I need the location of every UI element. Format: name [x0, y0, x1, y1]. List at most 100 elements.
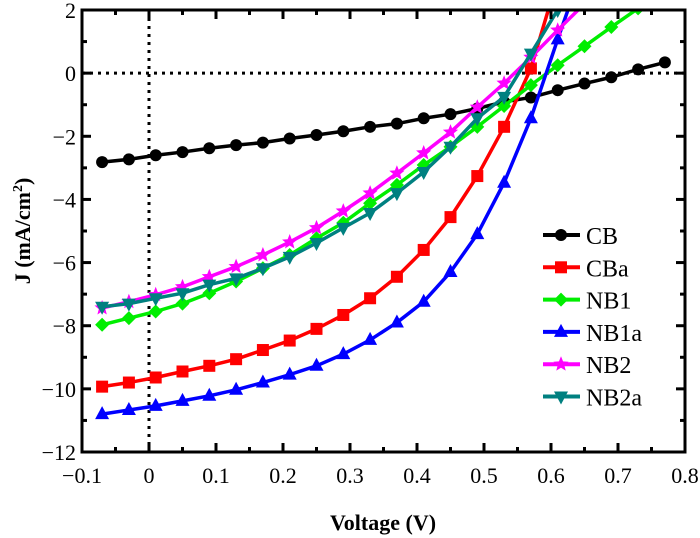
data-point-nb2	[174, 278, 191, 294]
legend-item-nb2: NB2	[543, 353, 631, 379]
legend-label: CB	[586, 224, 618, 250]
data-point-cb	[283, 132, 296, 145]
legend-label: NB2	[586, 353, 631, 379]
legend-item-nb2a: NB2a	[543, 386, 642, 412]
legend: CB CBa NB1 NB1a NB2 NB2a	[543, 224, 642, 412]
data-point-nb1a	[336, 346, 351, 360]
data-point-nb1a	[282, 366, 297, 380]
y-tick-label: −8	[53, 314, 76, 339]
y-tick-label: 2	[65, 0, 76, 23]
series-nb1a	[95, 10, 570, 420]
data-point-nb2a	[443, 141, 458, 155]
data-point-nb2a	[389, 188, 404, 202]
data-point-nb2a	[229, 273, 244, 287]
legend-marker	[553, 356, 569, 371]
x-tick-label: 0.7	[604, 463, 632, 488]
data-point-nb1	[121, 311, 136, 326]
y-tick-label: −10	[42, 377, 76, 402]
data-point-cba	[390, 270, 403, 283]
x-tick-label: 0.6	[537, 463, 565, 488]
data-point-cba	[176, 365, 189, 378]
data-point-cba	[203, 359, 216, 372]
data-point-nb2	[550, 22, 566, 37]
data-point-nb1a	[550, 31, 565, 45]
data-point-nb2a	[148, 293, 163, 307]
series-line-cba	[101, 10, 551, 389]
data-point-cb	[605, 71, 618, 84]
data-point-cb	[149, 149, 162, 162]
legend-marker	[555, 261, 567, 274]
series-nb1	[95, 10, 644, 332]
data-point-cba	[337, 308, 350, 321]
data-point-nb2	[362, 185, 378, 200]
data-point-nb2a	[553, 10, 563, 18]
data-point-cba	[417, 243, 430, 256]
data-point-nb1	[497, 98, 512, 113]
data-point-nb2	[201, 268, 217, 284]
y-tick-label: 0	[65, 61, 76, 86]
series-line-cb	[101, 60, 666, 164]
data-point-nb2a	[202, 279, 217, 293]
data-point-nb1a	[443, 264, 458, 278]
data-point-nb1a	[309, 357, 324, 371]
data-point-nb2a	[363, 208, 378, 222]
x-tick-label: 0.2	[269, 463, 297, 488]
data-point-nb1a	[148, 397, 163, 411]
data-point-cb	[444, 108, 457, 121]
data-point-nb2a	[282, 251, 297, 265]
legend-marker	[554, 292, 568, 307]
series-nb2	[94, 10, 590, 315]
y-axis-label: J (mA/cm2)	[10, 178, 35, 285]
data-point-nb2	[228, 258, 244, 274]
data-point-nb1a	[95, 406, 110, 420]
legend-marker	[555, 229, 567, 241]
data-point-cb	[256, 136, 269, 149]
x-tick-label: 0	[144, 463, 155, 488]
data-point-nb2	[496, 75, 512, 90]
data-point-cb	[390, 117, 403, 130]
data-point-nb2	[469, 99, 485, 114]
x-tick-label: 0.1	[202, 463, 230, 488]
data-point-nb2	[282, 234, 298, 249]
data-point-cb	[578, 77, 591, 90]
legend-label: CBa	[586, 256, 629, 282]
series-line-nb1	[101, 10, 639, 327]
series-cba	[96, 10, 551, 393]
legend-marker	[554, 391, 568, 405]
legend-item-nb1: NB1	[543, 289, 631, 315]
data-point-cb	[176, 146, 189, 159]
series-cb	[96, 56, 671, 169]
data-point-nb1a	[121, 402, 136, 416]
data-point-nb2	[416, 145, 432, 160]
data-point-nb1a	[497, 174, 512, 188]
y-tick-label: −4	[53, 187, 76, 212]
data-point-cb	[658, 56, 671, 69]
data-point-nb2a	[175, 288, 190, 302]
legend-item-cba: CBa	[543, 256, 629, 282]
data-point-nb1a	[202, 387, 217, 401]
x-axis-label: Voltage (V)	[330, 510, 436, 535]
legend-item-cb: CB	[543, 224, 618, 250]
data-point-cba	[310, 322, 323, 335]
data-point-nb1	[577, 39, 592, 54]
data-point-nb1	[175, 296, 190, 311]
x-tick-label: −0.1	[62, 463, 102, 488]
data-point-cb	[632, 63, 645, 76]
axis-ticks: −0.1 0 0.1 0.2 0.3 0.4 0.5 0.6 0.7 0.8 −12 −10 −8 −6 −…	[42, 0, 699, 488]
data-point-cb	[417, 112, 430, 125]
legend-label: NB1	[586, 289, 631, 315]
data-point-nb1	[148, 304, 163, 319]
data-point-nb2a	[95, 301, 110, 315]
x-tick-label: 0.4	[403, 463, 431, 488]
legend-label: NB1a	[586, 321, 642, 347]
data-point-nb1a	[389, 314, 404, 328]
data-point-nb1	[604, 20, 619, 35]
series-line-nb2a	[101, 10, 560, 309]
y-tick-label: −12	[42, 440, 76, 465]
data-point-cba	[230, 353, 243, 366]
data-point-nb2a	[309, 237, 324, 251]
data-point-nb2a	[523, 48, 538, 62]
data-point-nb1	[202, 286, 217, 301]
data-point-nb1a	[363, 331, 378, 345]
data-point-cb	[551, 84, 564, 97]
